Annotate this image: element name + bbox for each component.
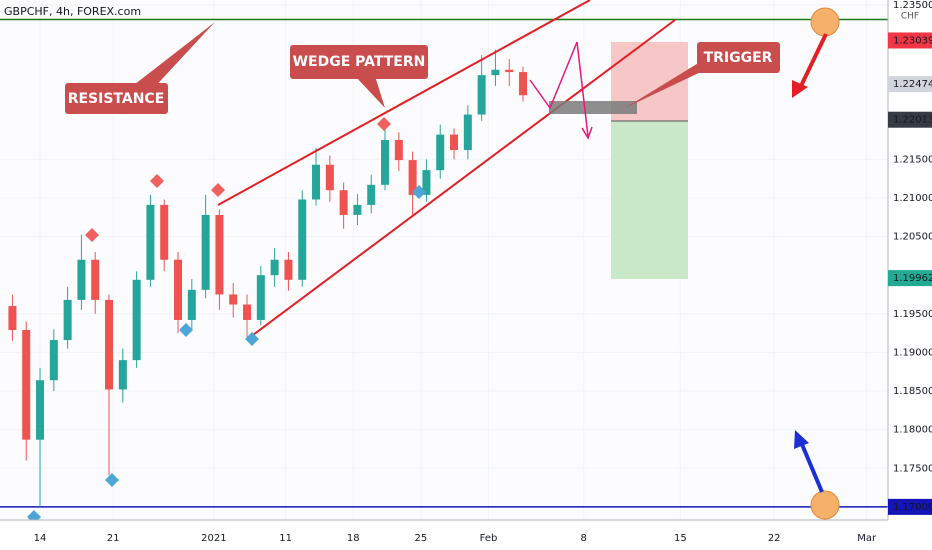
red-arrow-head [792,80,808,98]
price-badge-label: 1.17000 [893,502,932,513]
plot-area [0,0,888,520]
levels [0,18,888,508]
price-badge-label: 1.22474 [893,79,932,90]
candle-body [463,114,472,151]
price-badge [888,76,932,93]
trigger-label: TRIGGER [704,50,773,66]
candle-body [215,214,224,295]
y-tick-label: 1.21500 [893,154,932,165]
x-tick-label: 14 [34,533,47,544]
trigger-box [697,42,780,73]
wedge-box [290,45,428,79]
x-tick-label: 21 [107,533,120,544]
candles [8,49,528,507]
price-badge [888,111,932,128]
x-tick-label: 8 [581,533,587,544]
candle-body [132,279,141,361]
candle-body [146,204,155,280]
time-axis [0,520,888,550]
candle-body [91,259,100,300]
candle-body [105,299,114,390]
trigger-rect [549,101,637,114]
candle-body [491,69,500,76]
candle-body [229,294,238,305]
red-arrow [798,33,828,89]
y-tick-label: 1.20500 [893,232,932,243]
wedge-label: WEDGE PATTERN [293,54,426,70]
bottom-circle [810,490,840,520]
candle-body [394,140,403,161]
price-badge-label: 1.19962 [893,273,932,284]
x-tick-label: 11 [279,533,292,544]
candle-body [256,275,265,320]
y-tick-label: 1.21000 [893,193,932,204]
projection [529,41,589,137]
candle-body [174,259,183,320]
candle-body [160,204,169,260]
candle-body [243,304,252,320]
candle-body [505,69,514,73]
wedge-pointer [355,76,385,108]
y-tick-label: 1.23500 [893,0,932,11]
price-badge [888,32,932,49]
y-tick-label: 1.19500 [893,309,932,320]
price-badge-label: 1.23039 [893,35,932,46]
blue-arrow-head [794,430,809,449]
candle-body [36,380,45,440]
candle-body [519,72,528,96]
x-tick-label: 2021 [201,533,226,544]
x-tick-label: 22 [768,533,781,544]
candle-body [422,170,431,195]
x-tick-label: Feb [480,533,498,544]
candle-body [8,306,17,331]
axis-labels: 1.17500 1.18000 1.18500 1.19000 1.19500 1.205… [34,0,932,544]
candle-body [325,164,334,191]
blue-arrow [799,441,824,493]
price-badge [888,270,932,287]
x-tick-label: Mar [857,533,877,544]
resistance-pointer [130,22,215,92]
candle-body [118,360,127,390]
x-tick-label: 15 [674,533,687,544]
candle-body [312,164,321,200]
candle-body [436,134,445,171]
chart-title: GBPCHF, 4h, FOREX.com [4,5,141,18]
candle-body [63,299,72,341]
candle-body [408,160,417,195]
target-zone [611,121,688,279]
candle-body [77,259,86,300]
currency: CHF [901,12,919,22]
candle-body [22,330,31,440]
candle-body [339,190,348,215]
resistance-label: RESISTANCE [68,91,165,107]
candle-body [353,204,362,215]
candle-body [477,75,486,115]
y-tick-label: 1.17500 [893,463,932,474]
wedge-upper [217,0,591,206]
candle-body [284,259,293,280]
price-badge-label: 1.22013 [893,115,932,126]
x-tick-label: 18 [347,533,360,544]
trigger-pointer [625,62,705,108]
x-tick-label: 25 [415,533,428,544]
top-markers [85,117,391,242]
y-tick-label: 1.18000 [893,425,932,436]
y-tick-label: 1.18500 [893,386,932,397]
resistance-box [65,83,168,114]
candle-body [187,289,196,320]
y-tick-label: 1.19000 [893,347,932,358]
candle-body [270,259,279,276]
projection-head [581,126,593,140]
candle-body [201,214,210,290]
candle-body [381,140,390,185]
price-badge [888,498,932,515]
top-circle [810,7,840,37]
candle-body [298,199,307,280]
wedge-lower [252,19,676,336]
candle-body [367,184,376,205]
candle-body [49,340,58,381]
candle-body [450,134,459,151]
